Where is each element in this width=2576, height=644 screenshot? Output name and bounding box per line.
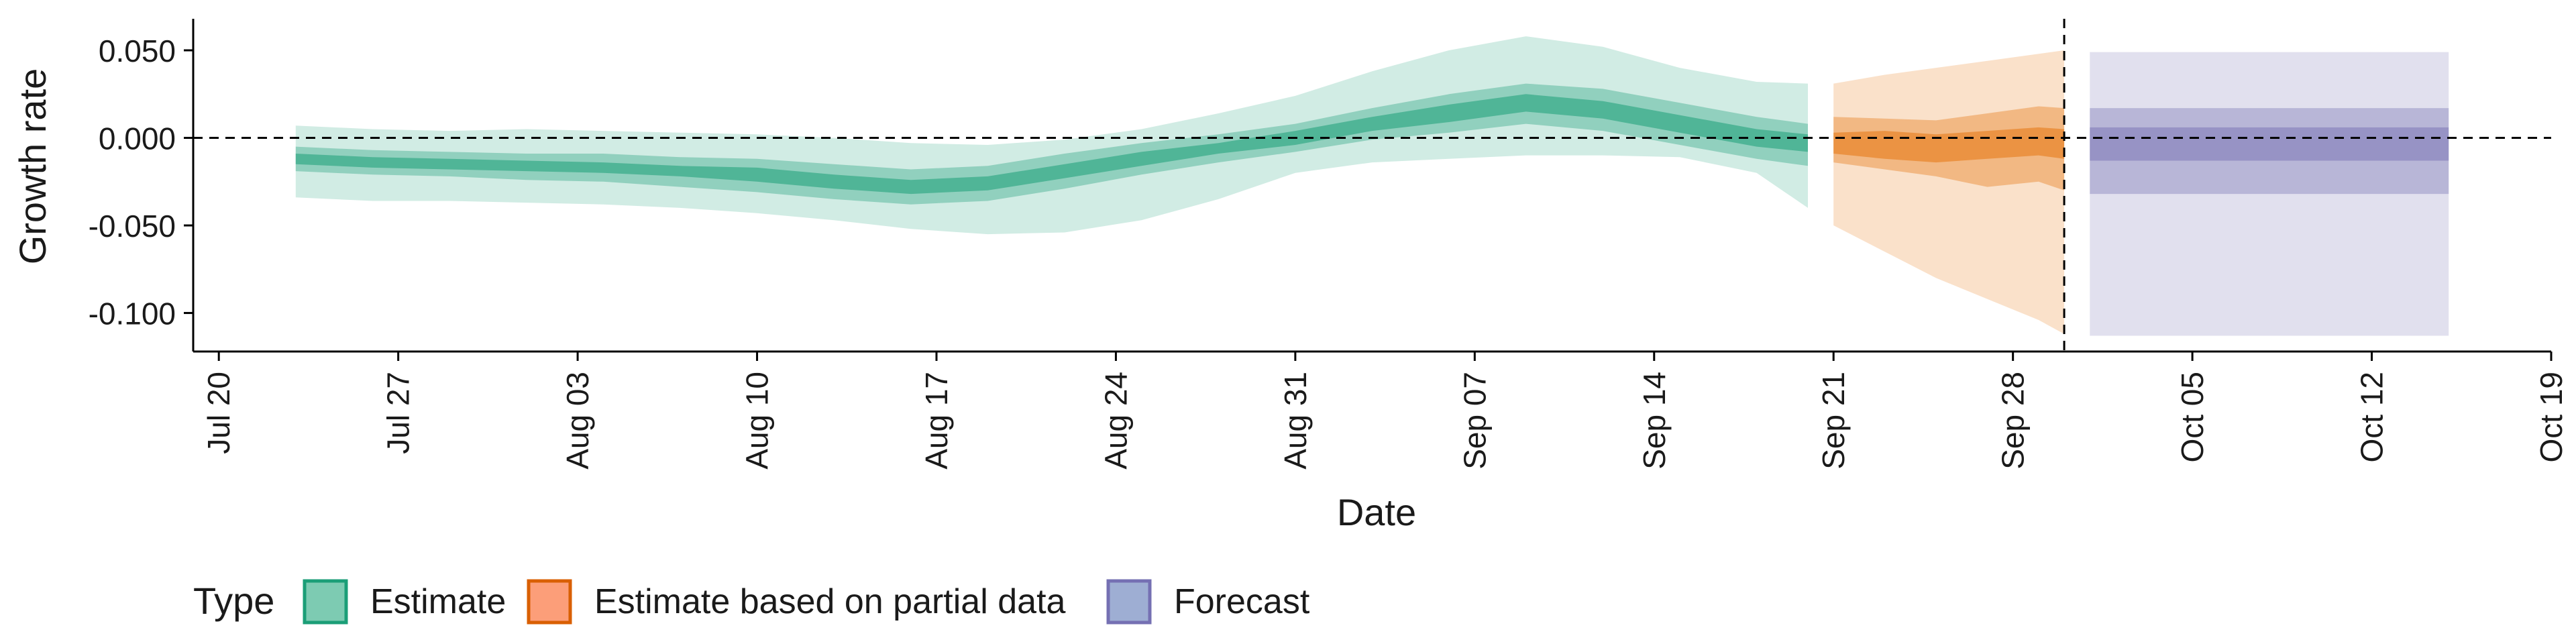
x-tick-label: Sep 14 <box>1637 372 1672 470</box>
y-tick-label: 0.050 <box>99 34 176 68</box>
x-tick-label: Sep 07 <box>1457 372 1492 470</box>
x-tick-label: Aug 10 <box>740 372 775 470</box>
x-tick-label: Sep 28 <box>1996 372 2031 470</box>
y-axis-title: Growth rate <box>11 68 54 265</box>
legend-label: Estimate <box>370 582 506 621</box>
x-tick-label: Aug 24 <box>1098 372 1133 470</box>
x-tick-label: Sep 21 <box>1816 372 1851 470</box>
y-tick-label: -0.050 <box>89 209 176 244</box>
estimate-based-on-partial-data-ci20-band <box>1833 127 2065 163</box>
legend-key <box>303 579 348 625</box>
legend-key <box>1106 579 1152 625</box>
reference-lines <box>193 19 2551 352</box>
legend-key <box>527 579 572 625</box>
forecast-ci90-band <box>2090 52 2449 336</box>
x-tick-label: Oct 19 <box>2534 372 2569 463</box>
y-tick-label: 0.000 <box>99 121 176 156</box>
legend: Type Estimate Estimate based on partial d… <box>193 579 1310 625</box>
legend-label: Forecast <box>1174 582 1310 621</box>
x-axis-title: Date <box>1337 491 1416 533</box>
x-tick-label: Oct 05 <box>2175 372 2210 463</box>
x-tick-label: Jul 20 <box>201 372 236 454</box>
x-tick-label: Oct 12 <box>2355 372 2390 463</box>
legend-title: Type <box>193 580 274 622</box>
legend-label: Estimate based on partial data <box>594 582 1066 621</box>
x-tick-label: Aug 03 <box>560 372 595 470</box>
confidence-bands <box>295 36 2449 336</box>
forecast-ci20-band <box>2090 127 2449 161</box>
y-tick-label: -0.100 <box>89 297 176 331</box>
x-tick-label: Aug 17 <box>919 372 954 470</box>
estimate-ci90-band <box>295 36 1808 235</box>
estimate-ci20-band <box>295 94 1808 195</box>
x-tick-label: Aug 31 <box>1278 372 1313 470</box>
axes: 0.050 0.000 -0.050 -0.100 Jul 20 Jul 27 Aug 03… <box>89 19 2569 470</box>
estimate-based-on-partial-data-ci90-band <box>1833 50 2065 334</box>
x-tick-label: Jul 27 <box>381 372 416 454</box>
